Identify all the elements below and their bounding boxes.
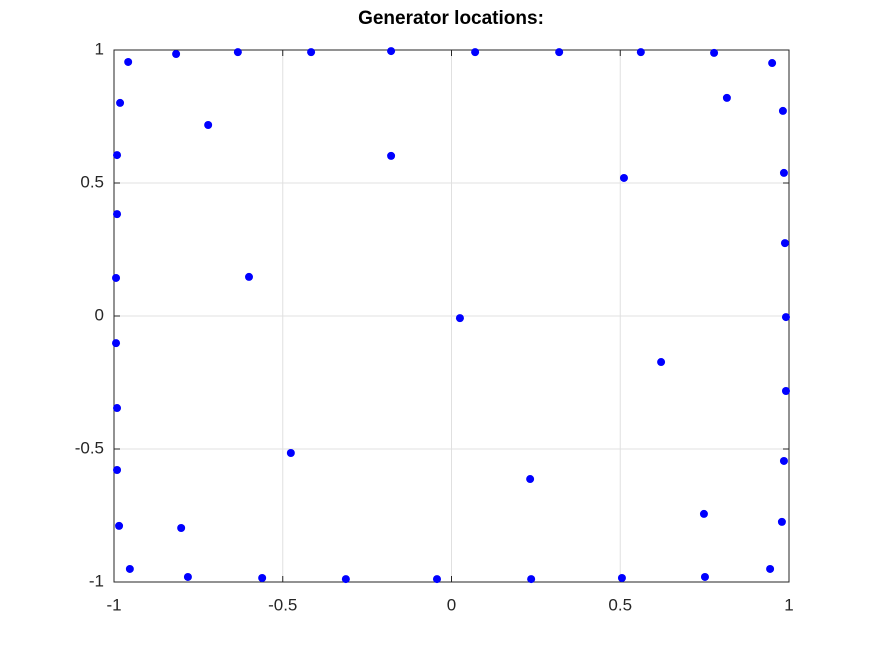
point	[700, 572, 709, 581]
x-tick-label: -0.5	[268, 595, 297, 614]
point	[125, 564, 134, 573]
x-tick-label: 1	[784, 595, 793, 614]
point	[113, 466, 122, 475]
chart-title: Generator locations:	[358, 8, 544, 29]
point	[112, 339, 121, 348]
point	[722, 93, 731, 102]
point	[636, 48, 645, 57]
point	[387, 151, 396, 160]
point	[619, 173, 628, 182]
point	[233, 48, 242, 57]
point	[387, 47, 396, 56]
point	[710, 48, 719, 57]
point	[245, 272, 253, 281]
point	[781, 387, 790, 396]
y-tick-label: -0.5	[75, 438, 104, 457]
point	[307, 48, 316, 57]
point	[116, 98, 125, 107]
point	[115, 521, 124, 530]
point	[779, 168, 788, 177]
y-tick-label: 0	[95, 305, 104, 324]
x-tick-label: -1	[106, 595, 121, 614]
point	[113, 404, 122, 413]
point	[471, 48, 480, 57]
y-tick-label: 1	[95, 39, 104, 58]
point	[172, 49, 181, 58]
point	[112, 273, 121, 282]
point	[204, 121, 213, 130]
point	[766, 564, 775, 573]
point	[124, 57, 133, 66]
point	[113, 151, 122, 160]
point	[778, 106, 787, 115]
point	[341, 575, 350, 584]
point	[657, 358, 666, 367]
point	[455, 314, 464, 323]
point	[699, 509, 708, 518]
point	[432, 575, 441, 584]
point	[183, 572, 192, 581]
point	[258, 574, 267, 583]
point	[555, 48, 564, 57]
point	[177, 524, 186, 533]
point	[777, 517, 786, 526]
point	[768, 59, 777, 68]
point	[286, 448, 295, 457]
point	[779, 456, 788, 465]
point	[781, 313, 790, 322]
x-tick-label: 0	[447, 595, 456, 614]
point	[113, 210, 122, 219]
y-tick-label: -1	[89, 571, 104, 590]
point	[526, 475, 535, 484]
point	[617, 574, 626, 583]
point	[527, 575, 536, 584]
y-tick-label: 0.5	[80, 172, 104, 191]
point	[780, 239, 789, 248]
x-tick-label: 0.5	[608, 595, 632, 614]
